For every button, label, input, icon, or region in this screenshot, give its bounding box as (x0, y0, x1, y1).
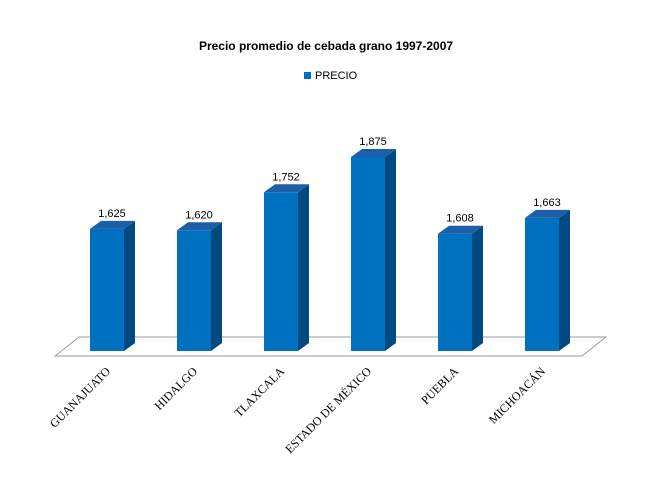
bar (438, 225, 483, 351)
bar-side (559, 209, 570, 351)
bar-top (90, 220, 135, 229)
bar-side (385, 148, 396, 351)
bars (90, 148, 570, 351)
data-label: 1,625 (98, 208, 126, 220)
chart-title: Precio promedio de cebada grano 1997-200… (199, 39, 453, 53)
bar (525, 209, 570, 351)
data-label: 1,875 (359, 136, 387, 148)
data-label: 1,752 (272, 171, 300, 183)
x-tick-label: TLAXCALA (231, 364, 287, 420)
legend: PRECIO (304, 70, 358, 82)
bar-side (211, 222, 222, 351)
bar-top (177, 222, 222, 231)
x-tick-label: MICHOACÁN (486, 364, 548, 426)
bar-front (351, 156, 385, 351)
legend-swatch (304, 72, 311, 79)
bar-top (351, 148, 396, 157)
bar (90, 220, 135, 351)
bar-side (124, 220, 135, 351)
bar-front (525, 217, 559, 351)
bar-top (264, 184, 309, 193)
floor-plane (53, 336, 608, 357)
bar-front (264, 192, 298, 351)
bar-front (90, 228, 124, 351)
data-labels: 1,625 1,620 1,752 1,875 1,608 1,663 (98, 136, 561, 225)
bar-side (472, 225, 483, 351)
bar (351, 148, 396, 351)
bar-top (438, 225, 483, 234)
data-label: 1,608 (446, 213, 474, 225)
x-tick-label: HIDALGO (152, 364, 201, 413)
bar-top (525, 209, 570, 218)
x-tick-label: PUEBLA (418, 364, 461, 407)
x-tick-label: ESTADO DE MÉXICO (282, 364, 374, 456)
legend-label: PRECIO (315, 70, 358, 82)
bar-side (298, 184, 309, 351)
bar-front (177, 230, 211, 351)
bar (264, 184, 309, 351)
x-tick-label: GUANAJUATO (47, 364, 114, 431)
floor (53, 336, 608, 357)
data-label: 1,620 (185, 209, 213, 221)
data-label: 1,663 (533, 197, 561, 209)
bar-front (438, 233, 472, 351)
bar (177, 222, 222, 351)
